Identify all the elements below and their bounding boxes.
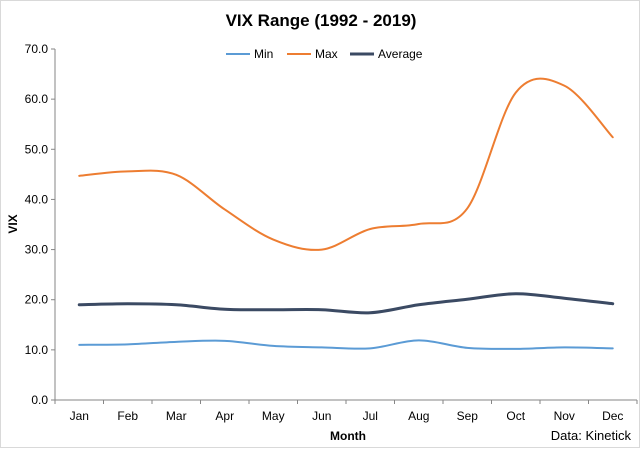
y-tick-label: 0.0 <box>31 393 48 407</box>
series-line-min <box>79 340 613 349</box>
x-tick-label: Jan <box>70 409 89 423</box>
x-tick-label: Dec <box>602 409 623 423</box>
x-tick-label: Feb <box>117 409 138 423</box>
y-tick-label: 70.0 <box>25 42 49 56</box>
legend-item-min: Min <box>226 47 273 61</box>
x-tick-label: Jun <box>312 409 331 423</box>
legend: Min Max Average <box>226 47 423 61</box>
x-axis-title: Month <box>330 429 366 443</box>
x-tick-label: Oct <box>506 409 525 423</box>
y-axis: 0.0 10.0 20.0 30.0 40.0 50.0 60.0 70.0 <box>25 42 55 407</box>
x-tick-label: Sep <box>457 409 479 423</box>
series-line-max <box>79 79 613 250</box>
series-line-average <box>79 294 613 313</box>
source-note: Data: Kinetick <box>551 428 632 443</box>
x-tick-label: Nov <box>554 409 575 423</box>
legend-label: Max <box>315 47 338 61</box>
legend-label: Min <box>254 47 273 61</box>
x-tick-label: Mar <box>166 409 187 423</box>
y-tick-label: 50.0 <box>25 142 49 156</box>
y-tick-label: 60.0 <box>25 92 49 106</box>
y-axis-title: VIX <box>6 214 20 233</box>
y-tick-label: 20.0 <box>25 293 49 307</box>
chart-title: VIX Range (1992 - 2019) <box>226 11 417 30</box>
legend-label: Average <box>378 47 423 61</box>
x-tick-label: Aug <box>408 409 429 423</box>
y-tick-label: 10.0 <box>25 343 49 357</box>
legend-item-average: Average <box>350 47 423 61</box>
legend-item-max: Max <box>287 47 338 61</box>
x-tick-label: Jul <box>363 409 378 423</box>
x-axis: Jan Feb Mar Apr May Jun Jul Aug Sep Oct Nov Dec <box>55 400 637 423</box>
y-tick-label: 40.0 <box>25 192 49 206</box>
x-tick-label: May <box>262 409 285 423</box>
y-tick-label: 30.0 <box>25 243 49 257</box>
plot-series <box>79 79 613 349</box>
x-tick-label: Apr <box>215 409 234 423</box>
